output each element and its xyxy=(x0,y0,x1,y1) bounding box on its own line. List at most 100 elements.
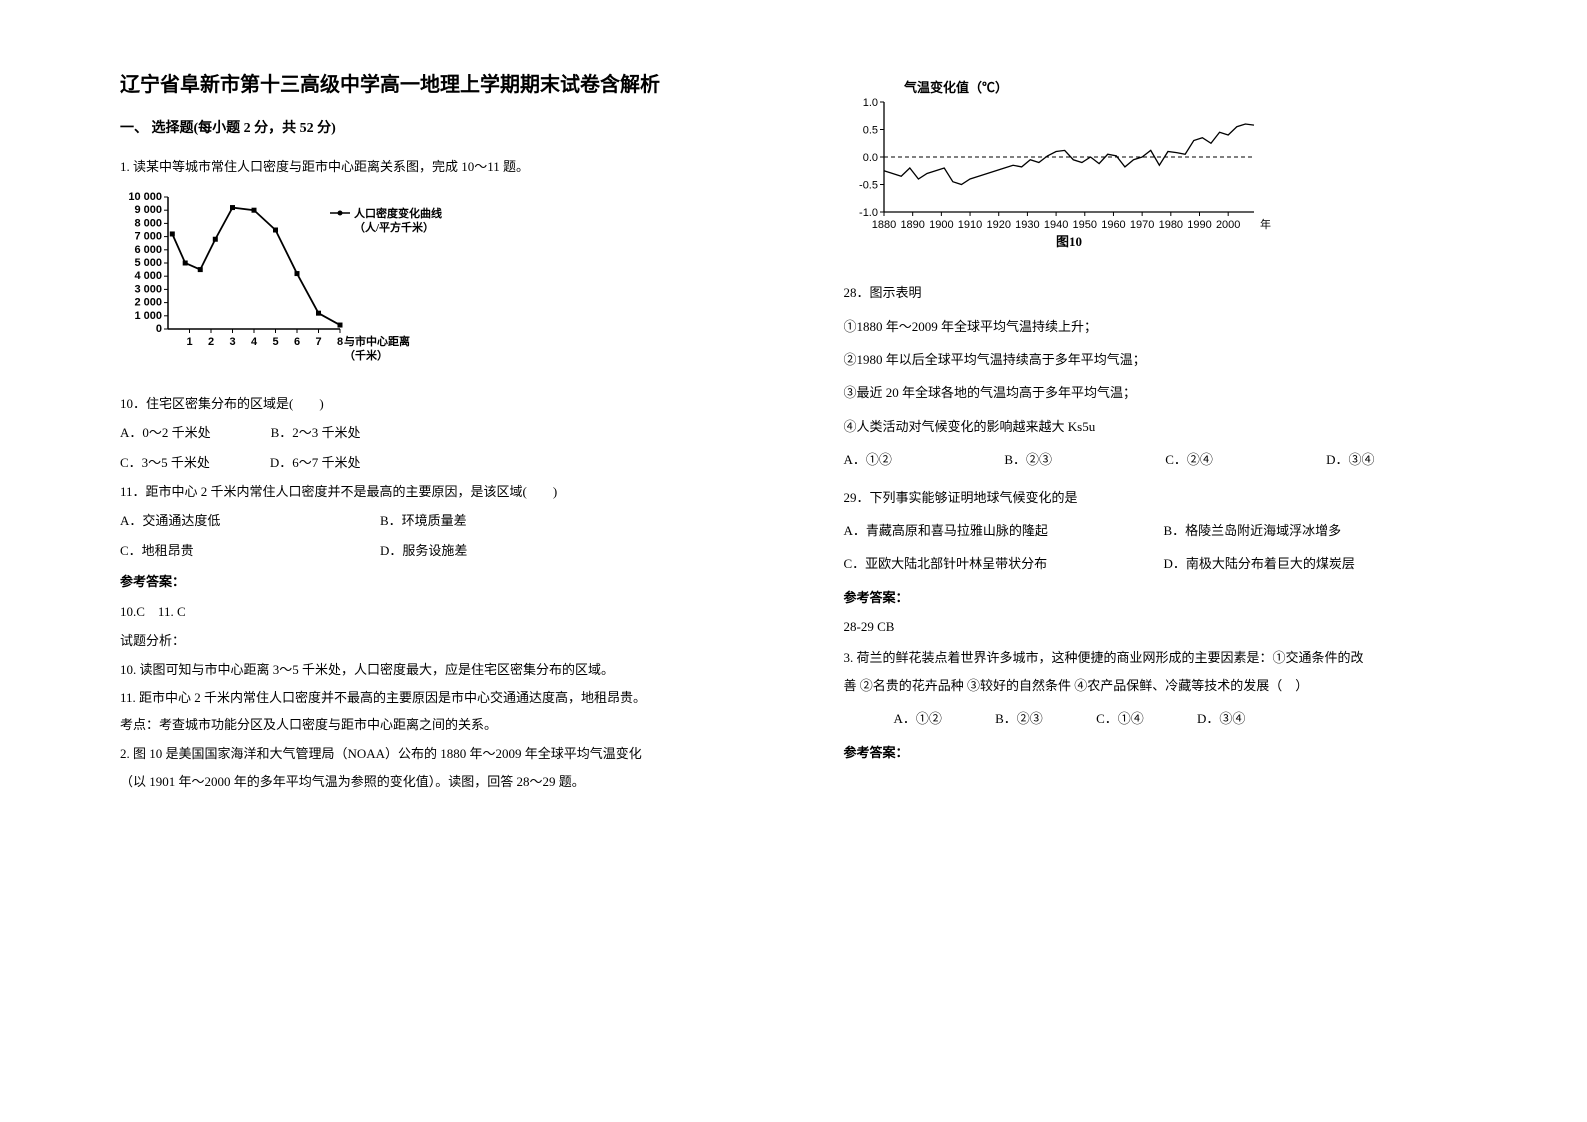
q11-text: 11．距市中心 2 千米内常住人口密度并不是最高的主要原因，是该区域( ) xyxy=(120,480,764,503)
svg-text:1930: 1930 xyxy=(1015,219,1039,231)
svg-text:2 000: 2 000 xyxy=(134,296,162,308)
q28-opts: A．①② B．②③ C．②④ D．③④ xyxy=(844,448,1488,471)
q28-opt-a: A．①② xyxy=(844,448,1005,471)
svg-text:1 000: 1 000 xyxy=(134,309,162,321)
svg-text:3: 3 xyxy=(229,336,235,348)
svg-text:5: 5 xyxy=(272,336,278,348)
q1-analysis-1: 11. 距市中心 2 千米内常住人口密度并不最高的主要原因是市中心交通通达度高，… xyxy=(120,686,764,709)
svg-text:4 000: 4 000 xyxy=(134,270,162,282)
q10-text: 10．住宅区密集分布的区域是( ) xyxy=(120,392,764,415)
svg-text:9 000: 9 000 xyxy=(134,204,162,216)
q28-item-0: ①1880 年～2009 年全球平均气温持续上升； xyxy=(844,315,1488,338)
q28-item-1: ②1980 年以后全球平均气温持续高于多年平均气温； xyxy=(844,348,1488,371)
svg-text:0: 0 xyxy=(156,323,162,335)
q10-opt-b: B．2～3 千米处 xyxy=(271,421,361,444)
q28-opt-c: C．②④ xyxy=(1165,448,1326,471)
section-header: 一、 选择题(每小题 2 分，共 52 分) xyxy=(120,116,764,141)
svg-text:10 000: 10 000 xyxy=(128,191,162,203)
q2-chart: 气温变化值（℃） -1.0 -0.5 0.0 0.5 1.0 1880 1890 1900 191… xyxy=(844,78,1488,267)
q1-answer: 10.C 11. C xyxy=(120,600,764,623)
q28-item-3: ④人类活动对气候变化的影响越来越大 Ks5u xyxy=(844,415,1488,438)
q1-analysis-header: 试题分析： xyxy=(120,629,764,652)
svg-text:1950: 1950 xyxy=(1072,219,1096,231)
svg-text:人口密度变化曲线: 人口密度变化曲线 xyxy=(354,206,442,220)
q11-opts-row1: A．交通通达度低 B．环境质量差 xyxy=(120,509,764,532)
q3-opt-b: B．②③ xyxy=(995,711,1043,726)
q3-intro-2: 善 ②名贵的花卉品种 ③较好的自然条件 ④农产品保鲜、冷藏等技术的发展（ ） xyxy=(844,674,1488,697)
svg-text:（人/平方千米）: （人/平方千米） xyxy=(354,220,434,234)
q1-intro: 1. 读某中等城市常住人口密度与距市中心距离关系图，完成 10～11 题。 xyxy=(120,155,764,178)
svg-text:4: 4 xyxy=(251,336,258,348)
q11-opt-c: C．地租昂贵 xyxy=(120,539,320,562)
svg-text:1940: 1940 xyxy=(1043,219,1067,231)
svg-text:1970: 1970 xyxy=(1129,219,1153,231)
q11-opt-d: D．服务设施差 xyxy=(380,539,467,562)
svg-text:-0.5: -0.5 xyxy=(859,180,878,192)
q3-opts: A．①② B．②③ C．①④ D．③④ xyxy=(894,707,1488,730)
svg-text:6: 6 xyxy=(294,336,300,348)
q10-opt-d: D．6～7 千米处 xyxy=(270,451,361,474)
q10-opts-row1: A．0～2 千米处 B．2～3 千米处 xyxy=(120,421,764,444)
q29-opts-row1: A．青藏高原和喜马拉雅山脉的隆起 B．格陵兰岛附近海域浮冰增多 xyxy=(844,519,1488,542)
q2-answer-header: 参考答案： xyxy=(844,586,1488,609)
svg-text:0.5: 0.5 xyxy=(862,125,877,137)
q29-opt-b: B．格陵兰岛附近海域浮冰增多 xyxy=(1164,519,1342,542)
q28-item-2: ③最近 20 年全球各地的气温均高于多年平均气温； xyxy=(844,381,1488,404)
svg-text:2: 2 xyxy=(208,336,214,348)
svg-text:1960: 1960 xyxy=(1101,219,1125,231)
svg-text:1900: 1900 xyxy=(929,219,953,231)
svg-text:图10: 图10 xyxy=(1055,234,1081,249)
left-column: 辽宁省阜新市第十三高级中学高一地理上学期期末试卷含解析 一、 选择题(每小题 2… xyxy=(100,70,804,1082)
svg-text:1990: 1990 xyxy=(1187,219,1211,231)
q1-answer-header: 参考答案： xyxy=(120,570,764,593)
svg-text:1910: 1910 xyxy=(957,219,981,231)
svg-text:5 000: 5 000 xyxy=(134,257,162,269)
q1-analysis-2: 考点：考查城市功能分区及人口密度与距市中心距离之间的关系。 xyxy=(120,713,764,736)
q3-opt-a: A．①② xyxy=(894,711,942,726)
q10-opt-c: C．3～5 千米处 xyxy=(120,451,210,474)
q2-answer: 28-29 CB xyxy=(844,615,1488,638)
q3-answer-header: 参考答案： xyxy=(844,741,1488,764)
svg-text:1920: 1920 xyxy=(986,219,1010,231)
svg-text:1980: 1980 xyxy=(1158,219,1182,231)
q29-opt-c: C．亚欧大陆北部针叶林呈带状分布 xyxy=(844,552,1104,575)
svg-text:气温变化值（℃）: 气温变化值（℃） xyxy=(904,80,1008,95)
q11-opt-b: B．环境质量差 xyxy=(380,509,467,532)
svg-text:6 000: 6 000 xyxy=(134,243,162,255)
svg-text:（千米）: （千米） xyxy=(344,348,388,362)
q29-text: 29．下列事实能够证明地球气候变化的是 xyxy=(844,486,1488,509)
q28-opt-b: B．②③ xyxy=(1004,448,1165,471)
q11-opt-a: A．交通通达度低 xyxy=(120,509,320,532)
svg-text:0.0: 0.0 xyxy=(862,152,877,164)
svg-text:-1.0: -1.0 xyxy=(859,207,878,219)
q2-intro-1: 2. 图 10 是美国国家海洋和大气管理局（NOAA）公布的 1880 年～20… xyxy=(120,742,764,765)
q28-text: 28．图示表明 xyxy=(844,281,1488,304)
svg-text:7 000: 7 000 xyxy=(134,230,162,242)
q1-analysis-0: 10. 读图可知与市中心距离 3～5 千米处，人口密度最大，应是住宅区密集分布的… xyxy=(120,658,764,681)
q2-intro-2: （以 1901 年～2000 年的多年平均气温为参照的变化值）。读图，回答 28… xyxy=(120,770,764,793)
svg-text:1: 1 xyxy=(186,336,192,348)
q29-opt-d: D．南极大陆分布着巨大的煤炭层 xyxy=(1164,552,1355,575)
svg-text:2000: 2000 xyxy=(1215,219,1239,231)
svg-text:年: 年 xyxy=(1260,217,1271,231)
q11-opts-row2: C．地租昂贵 D．服务设施差 xyxy=(120,539,764,562)
q10-opts-row2: C．3～5 千米处 D．6～7 千米处 xyxy=(120,451,764,474)
svg-text:8 000: 8 000 xyxy=(134,217,162,229)
svg-text:与市中心距离: 与市中心距离 xyxy=(344,334,410,348)
svg-text:1890: 1890 xyxy=(900,219,924,231)
svg-text:1.0: 1.0 xyxy=(862,97,877,109)
q29-opt-a: A．青藏高原和喜马拉雅山脉的隆起 xyxy=(844,519,1104,542)
q3-opt-c: C．①④ xyxy=(1096,711,1144,726)
q29-opts-row2: C．亚欧大陆北部针叶林呈带状分布 D．南极大陆分布着巨大的煤炭层 xyxy=(844,552,1488,575)
document-title: 辽宁省阜新市第十三高级中学高一地理上学期期末试卷含解析 xyxy=(120,70,764,100)
svg-text:8: 8 xyxy=(337,336,343,348)
q3-opt-d: D．③④ xyxy=(1197,711,1245,726)
q10-opt-a: A．0～2 千米处 xyxy=(120,421,211,444)
q3-intro-1: 3. 荷兰的鲜花装点着世界许多城市，这种便捷的商业网形成的主要因素是：①交通条件… xyxy=(844,646,1488,669)
q1-chart: 0 1 0002 0003 0004 0005 000 6 0007 0008 00… xyxy=(120,189,764,378)
right-column: 气温变化值（℃） -1.0 -0.5 0.0 0.5 1.0 1880 1890 1900 191… xyxy=(804,70,1508,1082)
svg-text:7: 7 xyxy=(315,336,321,348)
q28-opt-d: D．③④ xyxy=(1326,448,1487,471)
svg-text:3 000: 3 000 xyxy=(134,283,162,295)
svg-text:1880: 1880 xyxy=(871,219,895,231)
